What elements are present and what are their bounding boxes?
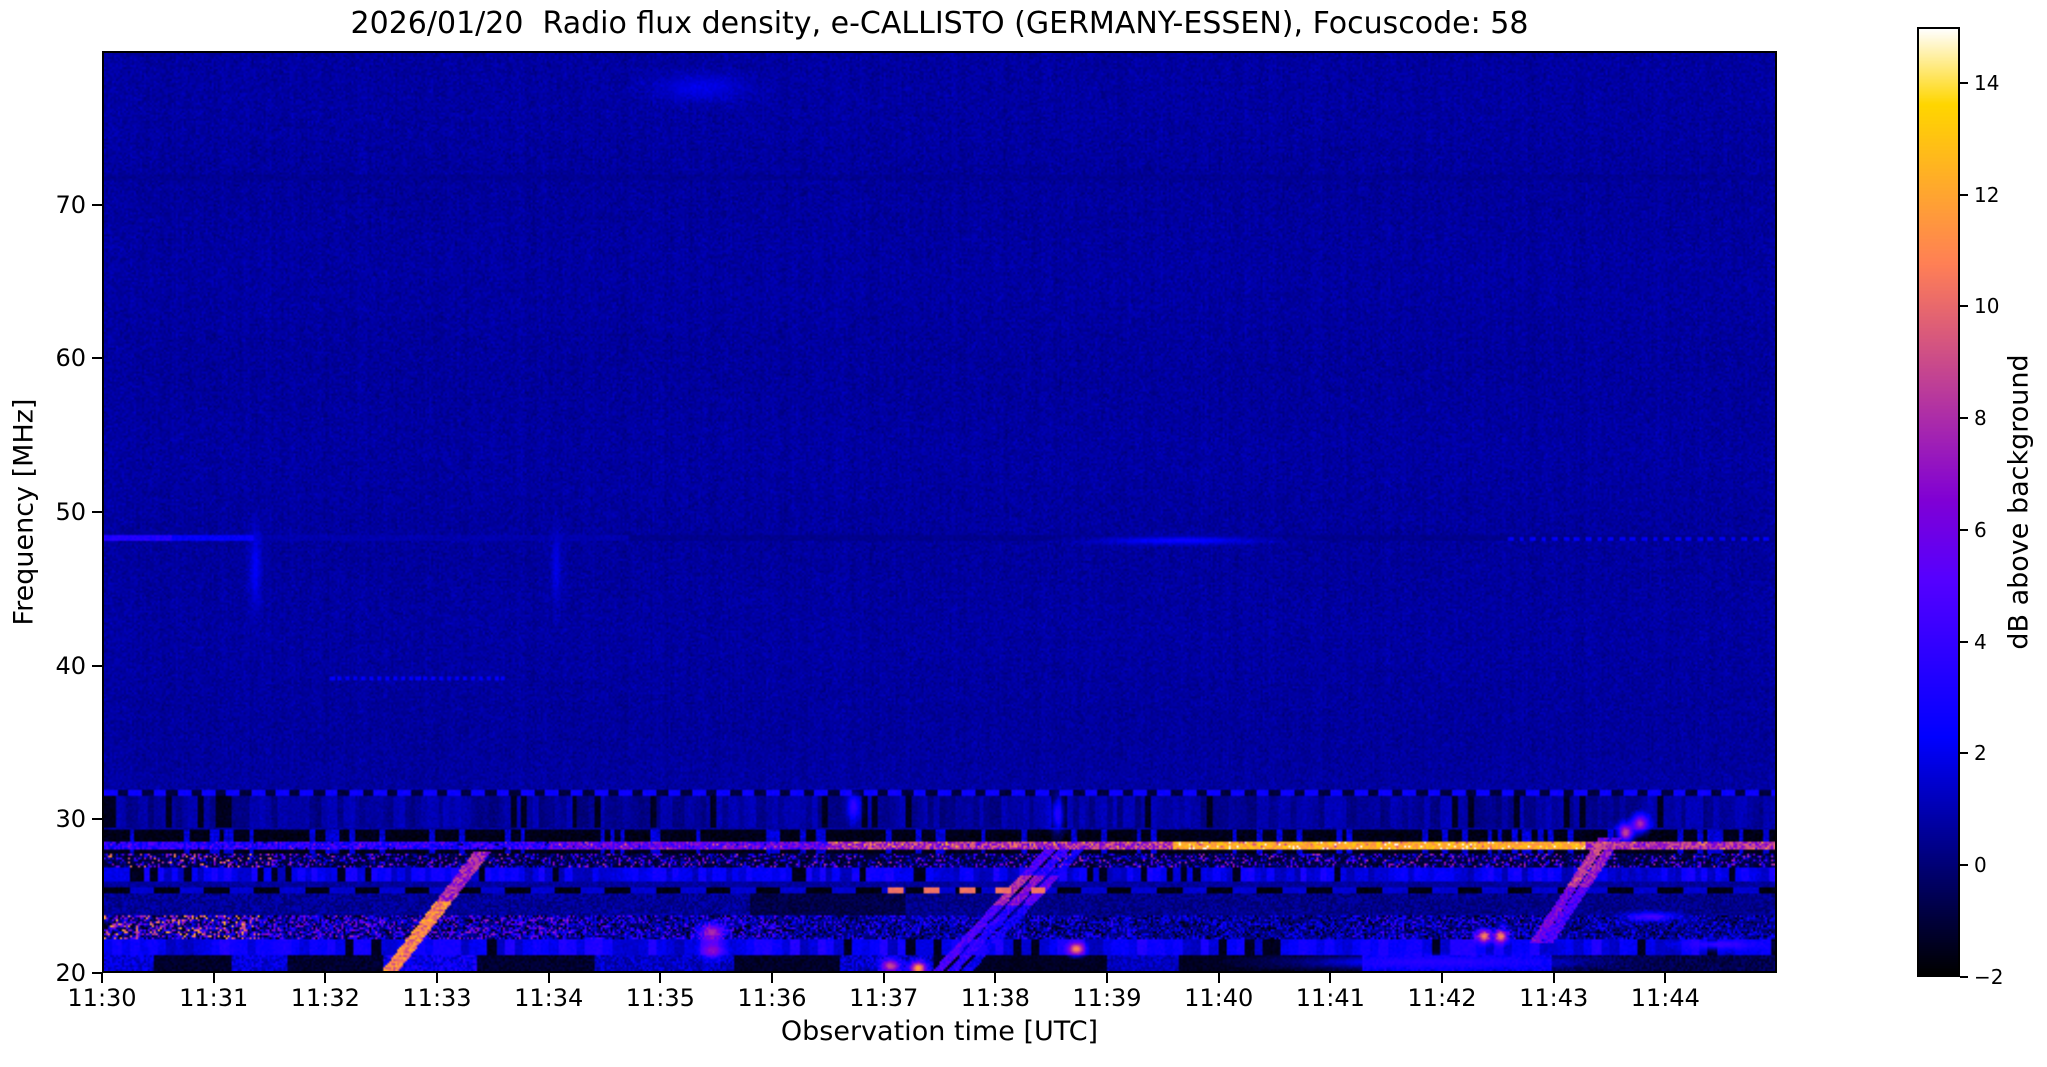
y-tick-label: 50	[55, 498, 86, 526]
x-tick-label: 11:40	[1184, 984, 1254, 1012]
colorbar-tick-mark	[1960, 193, 1968, 196]
x-tick-label: 11:31	[179, 984, 249, 1012]
y-tick-label: 40	[55, 651, 86, 680]
colorbar-tick-label: 8	[1974, 406, 1987, 431]
x-tick-label: 11:36	[737, 984, 807, 1012]
x-tick-label: 11:42	[1407, 984, 1477, 1012]
colorbar-tick-mark	[1960, 417, 1968, 420]
x-tick-mark	[547, 973, 550, 983]
x-tick-mark	[1552, 973, 1555, 983]
x-tick-mark	[771, 973, 773, 983]
y-tick-mark	[92, 203, 102, 206]
x-tick-mark	[1441, 973, 1443, 983]
chart-title: 2026/01/20 Radio flux density, e-CALLIST…	[350, 6, 1529, 41]
x-tick-label: 11:37	[849, 984, 919, 1012]
x-tick-mark	[212, 973, 215, 983]
colorbar-tick-mark	[1960, 528, 1968, 531]
y-tick-mark	[92, 664, 102, 667]
x-tick-mark	[659, 973, 662, 983]
plot-area	[102, 51, 1777, 973]
colorbar-tick-mark	[1960, 305, 1968, 308]
x-tick-mark	[324, 973, 327, 983]
colorbar-tick-label: −2	[1974, 965, 2004, 989]
colorbar-tick-mark	[1960, 752, 1968, 755]
spectrogram-canvas	[104, 53, 1775, 971]
x-tick-mark	[1329, 973, 1332, 983]
x-tick-label: 11:39	[1072, 984, 1142, 1012]
x-tick-mark	[1664, 973, 1667, 983]
colorbar-tick-label: 4	[1974, 629, 1987, 654]
y-tick-label: 20	[55, 959, 86, 987]
colorbar	[1917, 27, 1960, 977]
colorbar-tick-mark	[1960, 640, 1968, 643]
y-tick-mark	[92, 818, 102, 821]
y-tick-label: 60	[55, 344, 86, 373]
colorbar-tick-label: 2	[1974, 741, 1987, 766]
x-tick-label: 11:38	[960, 984, 1030, 1012]
x-tick-mark	[101, 973, 103, 983]
x-tick-label: 11:41	[1295, 984, 1365, 1012]
y-tick-mark	[92, 511, 102, 513]
x-tick-mark	[994, 973, 997, 983]
x-tick-mark	[1217, 973, 1220, 983]
x-axis-label: Observation time [UTC]	[780, 1016, 1099, 1047]
colorbar-tick-mark	[1960, 81, 1968, 84]
y-tick-mark	[92, 357, 102, 360]
x-tick-mark	[882, 973, 885, 983]
x-tick-mark	[436, 973, 438, 983]
colorbar-tick-label: 0	[1974, 853, 1987, 878]
x-tick-label: 11:35	[625, 984, 695, 1012]
x-tick-label: 11:43	[1519, 984, 1589, 1012]
x-tick-label: 11:34	[514, 984, 584, 1012]
colorbar-label: dB above background	[2003, 354, 2035, 650]
x-tick-mark	[1106, 973, 1108, 983]
colorbar-tick-mark	[1960, 976, 1968, 978]
x-tick-label: 11:30	[67, 984, 137, 1012]
x-tick-label: 11:33	[402, 984, 472, 1012]
colorbar-gradient-canvas	[1919, 29, 1958, 975]
y-tick-mark	[92, 972, 102, 974]
x-tick-label: 11:32	[290, 984, 360, 1012]
colorbar-tick-mark	[1960, 864, 1968, 867]
x-tick-label: 11:44	[1630, 984, 1700, 1012]
y-tick-label: 70	[55, 190, 86, 219]
y-tick-label: 30	[55, 805, 86, 834]
colorbar-tick-label: 14	[1974, 70, 2000, 95]
colorbar-tick-label: 10	[1974, 294, 2000, 319]
colorbar-tick-label: 12	[1974, 182, 2000, 207]
colorbar-tick-label: 6	[1974, 517, 1987, 542]
